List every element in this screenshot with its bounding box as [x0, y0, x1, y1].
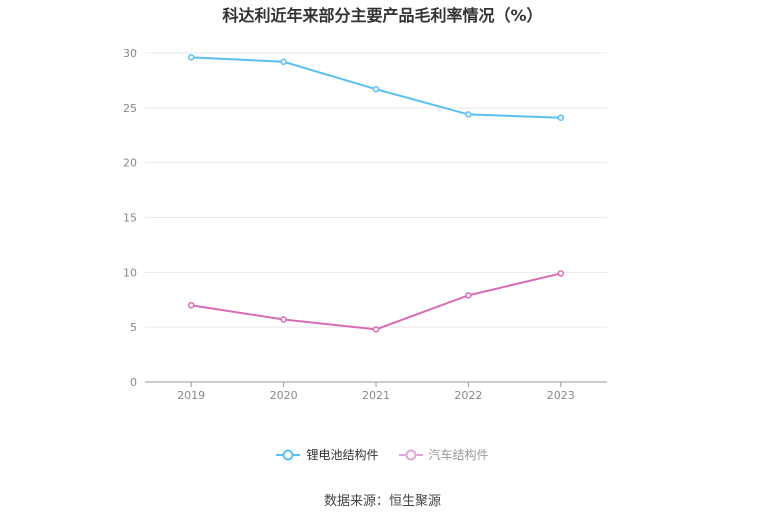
legend-label: 锂电池结构件: [306, 448, 379, 462]
y-tick-label: 25: [123, 102, 137, 115]
x-tick-label: 2019: [177, 389, 205, 402]
legend-label: 汽车结构件: [428, 448, 489, 462]
legend-item-auto[interactable]: 汽车结构件: [398, 446, 489, 463]
data-point[interactable]: [187, 54, 195, 61]
y-tick-label: 20: [123, 157, 137, 170]
x-tick-label: 2020: [270, 389, 298, 402]
data-point[interactable]: [465, 111, 472, 118]
y-tick-label: 0: [130, 376, 137, 389]
y-tick-label: 10: [123, 266, 137, 279]
data-source: 数据来源：恒生聚源: [323, 494, 441, 509]
data-point[interactable]: [280, 58, 287, 66]
data-point[interactable]: [557, 114, 565, 121]
series-line-2: [191, 272, 562, 331]
data-point[interactable]: [372, 85, 380, 93]
data-point[interactable]: [280, 316, 287, 323]
x-tick-label: 2023: [547, 389, 575, 402]
series-lines: [187, 54, 565, 333]
data-point[interactable]: [557, 270, 565, 277]
y-tick-label: 30: [123, 47, 137, 60]
chart-title: 科达利近年来部分主要产品毛利率情况（%）: [222, 6, 543, 25]
legend-line-icon: [276, 449, 301, 460]
data-point[interactable]: [187, 301, 195, 309]
y-tick-label: 5: [130, 321, 137, 334]
y-tick-label: 15: [123, 212, 137, 225]
x-axis: 2019 2020 2021 2022 2023: [145, 381, 607, 402]
x-tick-label: 2022: [454, 389, 482, 402]
grid-lines: [145, 52, 607, 328]
legend-line-icon: [398, 449, 423, 460]
data-point[interactable]: [372, 326, 380, 333]
x-tick-label: 2021: [362, 389, 390, 402]
data-point[interactable]: [465, 292, 472, 299]
legend: 锂电池结构件 汽车结构件: [0, 446, 765, 463]
legend-item-battery[interactable]: 锂电池结构件: [276, 446, 379, 463]
y-axis-ticks: 0 5 10 15 20 25 30: [123, 47, 137, 389]
